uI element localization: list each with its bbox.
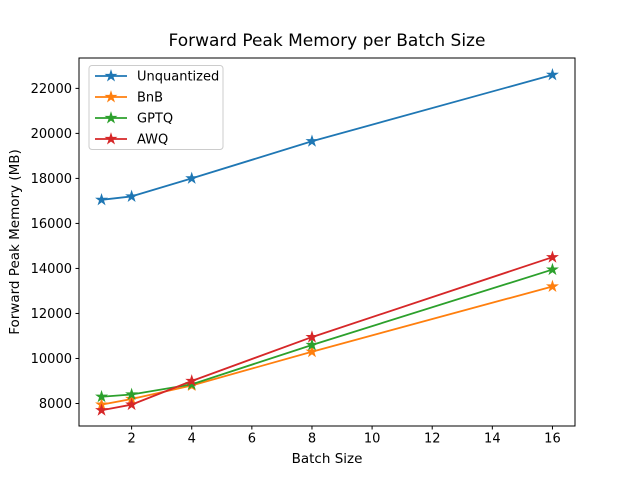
x-tick-label: 16 bbox=[544, 432, 561, 447]
legend-label: BnB bbox=[137, 91, 163, 106]
data-point-star-marker bbox=[305, 134, 319, 147]
series-awq bbox=[95, 250, 559, 416]
y-axis: 8000 10000 12000 14000 16000 18000 20000 22000 bbox=[31, 82, 79, 412]
data-point-star-marker bbox=[305, 338, 319, 351]
y-tick-label: 20000 bbox=[31, 127, 72, 142]
data-point-star-marker bbox=[545, 68, 559, 81]
legend-label: Unquantized bbox=[137, 70, 219, 85]
x-tick-label: 6 bbox=[248, 432, 256, 447]
data-point-star-marker bbox=[185, 171, 199, 184]
plot-spines bbox=[78, 57, 576, 427]
x-tick-label: 14 bbox=[484, 432, 501, 447]
chart-title: Forward Peak Memory per Batch Size bbox=[168, 31, 486, 51]
series-line bbox=[101, 285, 553, 406]
series-bnb bbox=[95, 279, 559, 411]
y-tick-label: 14000 bbox=[31, 262, 72, 277]
data-point-star-marker bbox=[305, 344, 319, 358]
legend-star-marker bbox=[104, 132, 118, 145]
x-axis-label: Batch Size bbox=[291, 451, 363, 467]
legend-star-marker bbox=[104, 111, 118, 124]
y-tick-label: 16000 bbox=[31, 217, 72, 232]
series-unquantized bbox=[95, 68, 559, 206]
x-tick-label: 12 bbox=[424, 432, 441, 447]
y-tick-label: 18000 bbox=[31, 172, 72, 187]
x-axis: 2 4 6 8 10 12 14 16 bbox=[127, 426, 561, 447]
data-point-star-marker bbox=[185, 374, 199, 387]
data-point-star-marker bbox=[545, 250, 559, 263]
data-point-star-marker bbox=[95, 389, 109, 403]
data-point-star-marker bbox=[545, 279, 559, 292]
y-tick-label: 12000 bbox=[31, 307, 72, 322]
x-tick-label: 2 bbox=[127, 432, 135, 447]
legend: Unquantized BnB GPTQ AWQ bbox=[88, 65, 224, 150]
data-point-star-marker bbox=[125, 397, 139, 411]
x-tick-label: 8 bbox=[308, 432, 316, 447]
series-gptq bbox=[95, 262, 559, 403]
legend-label: GPTQ bbox=[137, 112, 173, 127]
data-point-star-marker bbox=[545, 262, 559, 276]
legend-label: AWQ bbox=[137, 133, 168, 148]
legend-star-marker bbox=[104, 69, 118, 82]
y-tick-label: 8000 bbox=[39, 397, 72, 412]
data-point-star-marker bbox=[95, 192, 109, 206]
legend-star-marker bbox=[104, 90, 118, 103]
data-point-star-marker bbox=[95, 403, 109, 416]
x-tick-label: 10 bbox=[364, 432, 381, 447]
series-line bbox=[101, 268, 553, 398]
y-tick-label: 22000 bbox=[31, 82, 72, 97]
data-point-star-marker bbox=[125, 387, 139, 401]
data-point-star-marker bbox=[125, 189, 139, 202]
data-point-star-marker bbox=[305, 330, 319, 343]
legend-box bbox=[88, 65, 224, 150]
x-tick-label: 4 bbox=[188, 432, 196, 447]
y-tick-label: 10000 bbox=[31, 352, 72, 367]
